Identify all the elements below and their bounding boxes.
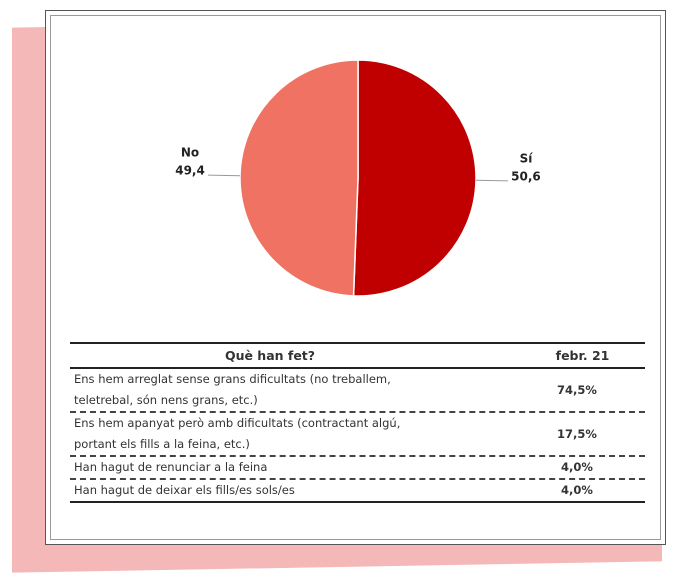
card-border: [50, 15, 661, 540]
table-cell: 17,5%: [557, 426, 597, 441]
table-cell: 4,0%: [561, 460, 593, 474]
table-cell: Ens hem arreglat sense grans dificultats…: [74, 372, 391, 407]
slice-value: 49,4: [175, 163, 205, 177]
table-cell: Han hagut de deixar els fills/es sols/es: [74, 483, 295, 497]
table-row: Ens hem apanyat però amb dificultats (co…: [70, 413, 645, 457]
table-cell: Ens hem apanyat però amb dificultats (co…: [74, 416, 401, 451]
slice-label: Sí: [520, 152, 534, 166]
table-cell: 4,0%: [561, 483, 593, 497]
pie-slice: [352, 59, 477, 297]
table-cell: Han hagut de renunciar a la feina: [74, 460, 268, 474]
table-row: Han hagut de renunciar a la feina 4,0%: [70, 457, 645, 480]
table: Què han fet? febr. 21 Ens hem arreglat s…: [70, 342, 645, 503]
table-row: Han hagut de deixar els fills/es sols/es…: [70, 480, 645, 501]
pie-slice: [239, 59, 359, 297]
leader-line: [208, 174, 241, 177]
header-cell: Què han fet?: [224, 348, 316, 363]
table-header: Què han fet? febr. 21: [70, 344, 645, 369]
table-cell: 74,5%: [557, 382, 597, 397]
slice-label: No: [181, 145, 199, 159]
leader-line: [475, 179, 508, 182]
header-cell: febr. 21: [555, 348, 610, 363]
table-row: Ens hem arreglat sense grans dificultats…: [70, 369, 645, 413]
slice-value: 50,6: [511, 170, 541, 184]
